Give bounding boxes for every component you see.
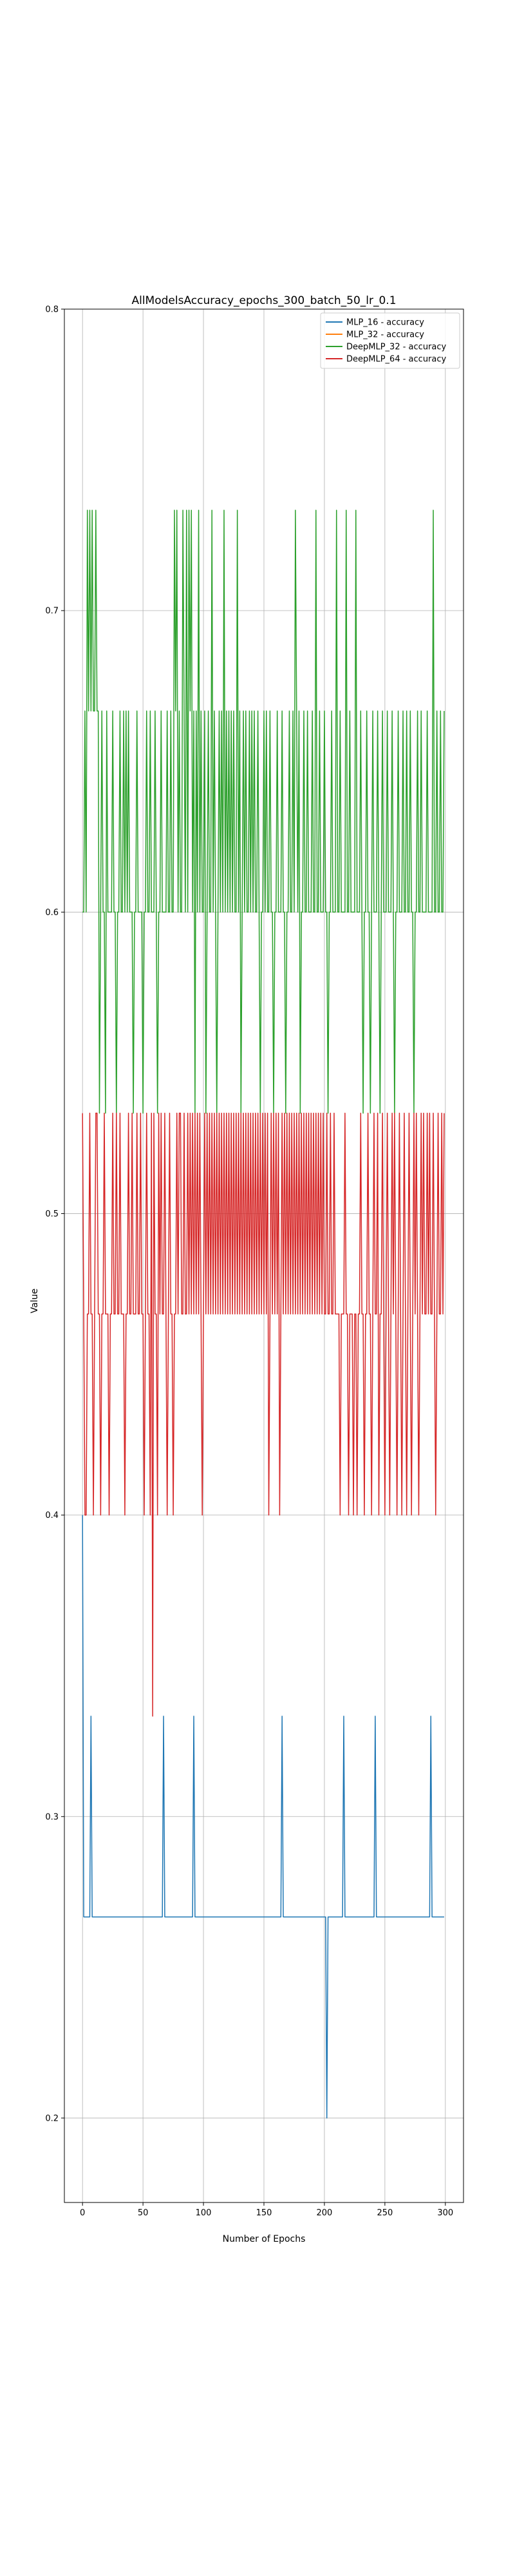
y-tick-label: 0.6 bbox=[45, 908, 59, 918]
x-tick-label: 50 bbox=[138, 2208, 149, 2218]
legend-label: MLP_32 - accuracy bbox=[346, 330, 424, 340]
legend-label: DeepMLP_64 - accuracy bbox=[346, 355, 447, 365]
x-tick-label: 100 bbox=[196, 2208, 212, 2218]
y-tick-label: 0.3 bbox=[45, 1812, 59, 1822]
y-tick-label: 0.4 bbox=[45, 1511, 59, 1520]
x-tick-label: 300 bbox=[437, 2208, 453, 2218]
y-axis-label: Value bbox=[30, 1289, 40, 1313]
y-tick-label: 0.7 bbox=[45, 607, 59, 616]
legend-label: MLP_16 - accuracy bbox=[346, 318, 424, 328]
x-tick-label: 250 bbox=[377, 2208, 393, 2218]
legend-label: DeepMLP_32 - accuracy bbox=[346, 343, 447, 352]
x-tick-label: 0 bbox=[80, 2208, 85, 2218]
chart-title: AllModelsAccuracy_epochs_300_batch_50_lr… bbox=[131, 294, 396, 307]
x-tick-label: 150 bbox=[256, 2208, 272, 2218]
legend: MLP_16 - accuracy MLP_32 - accuracy DeepML… bbox=[321, 313, 460, 368]
x-tick-label: 200 bbox=[317, 2208, 333, 2218]
y-tick-label: 0.2 bbox=[45, 2114, 59, 2123]
y-tick-label: 0.8 bbox=[45, 305, 59, 315]
y-tick-label: 0.5 bbox=[45, 1209, 59, 1219]
x-axis-label: Number of Epochs bbox=[223, 2234, 306, 2244]
